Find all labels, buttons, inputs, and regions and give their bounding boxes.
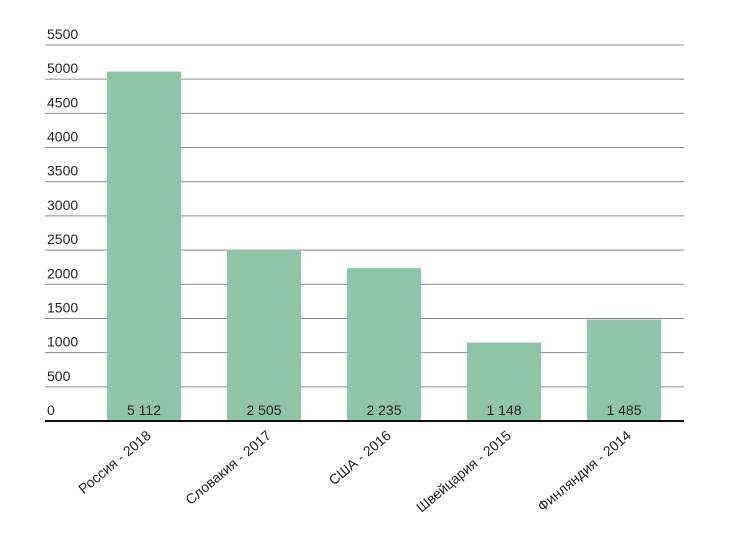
y-tick-label: 5000	[47, 60, 78, 76]
value-label: 2 505	[246, 402, 281, 418]
y-tick-label: 2000	[47, 265, 78, 281]
bar	[107, 71, 181, 422]
y-tick-label: 5500	[47, 26, 78, 42]
value-label: 1 485	[606, 402, 641, 418]
y-tick-label: 3000	[47, 197, 78, 213]
y-tick-label: 1500	[47, 299, 78, 315]
y-tick-label: 4000	[47, 129, 78, 145]
y-tick-label: 1000	[47, 334, 78, 350]
bar	[227, 249, 301, 421]
y-tick-label: 2500	[47, 231, 78, 247]
y-tick-label: 4500	[47, 94, 78, 110]
bar	[347, 268, 421, 421]
x-tick-label: Финляндия - 2014	[534, 427, 634, 514]
y-tick-label: 500	[47, 368, 71, 384]
bar	[587, 319, 661, 421]
x-tick-label: Швейцария - 2015	[413, 427, 514, 515]
x-tick-label: США - 2016	[326, 427, 395, 488]
x-tick-label: Россия - 2018	[75, 427, 154, 497]
y-tick-label: 3500	[47, 163, 78, 179]
value-label: 2 235	[366, 402, 401, 418]
x-tick-label: Словакия - 2017	[182, 427, 274, 508]
y-tick-label: 0	[47, 402, 55, 418]
value-label: 1 148	[486, 402, 521, 418]
bar	[467, 342, 541, 421]
value-label: 5 112	[127, 402, 161, 418]
